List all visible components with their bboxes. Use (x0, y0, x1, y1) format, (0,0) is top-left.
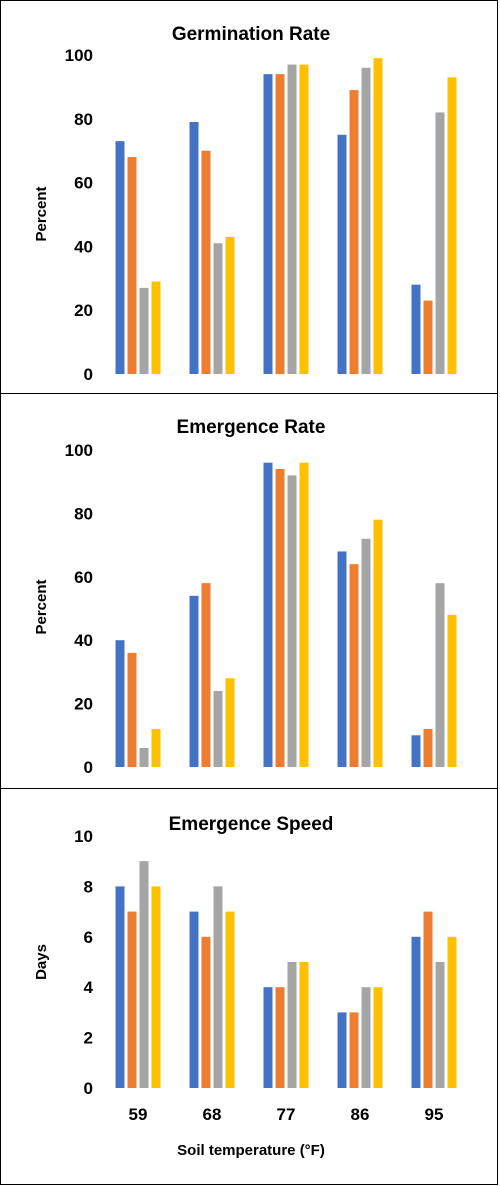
y-axis-label: Percent (33, 186, 50, 241)
bar (201, 583, 211, 767)
bar (213, 243, 223, 374)
bar (275, 74, 285, 374)
bar (411, 735, 421, 767)
bar (287, 64, 297, 374)
emergence-rate-chart: Emergence Rate 0 20 40 60 80 100 Percent (33, 417, 457, 777)
x-tick-label: 59 (129, 1105, 148, 1124)
bar (115, 886, 125, 1088)
y-tick-label: 40 (74, 237, 93, 256)
y-tick-label: 60 (74, 568, 93, 587)
y-axis-label: Percent (33, 579, 50, 634)
x-axis-label: Soil temperature (°F) (177, 1142, 325, 1159)
y-tick-label: 80 (74, 504, 93, 523)
y-tick-label: 4 (84, 978, 94, 997)
bar (115, 640, 125, 767)
x-tick-label: 77 (277, 1105, 296, 1124)
bar (361, 67, 371, 374)
x-tick-label: 95 (425, 1105, 444, 1124)
y-tick-label: 6 (84, 928, 93, 947)
bar (225, 678, 235, 767)
bar (189, 911, 199, 1088)
bar (139, 861, 149, 1088)
bar (151, 728, 161, 767)
bar (287, 962, 297, 1088)
bar (423, 728, 433, 767)
y-tick-label: 0 (84, 1079, 93, 1098)
bar (423, 300, 433, 374)
bar (373, 58, 383, 374)
bar (361, 987, 371, 1088)
bar (435, 112, 445, 375)
x-tick-label: 68 (203, 1105, 222, 1124)
bar (447, 77, 457, 374)
bar (435, 583, 445, 767)
bar (423, 911, 433, 1088)
bar (411, 284, 421, 374)
bar (139, 287, 149, 374)
bar (299, 462, 309, 767)
chart-title: Germination Rate (172, 24, 330, 45)
bar (447, 936, 457, 1088)
bar (151, 281, 161, 374)
x-tick-label: 86 (351, 1105, 370, 1124)
bar (361, 538, 371, 767)
bar (299, 962, 309, 1088)
chart-title: Emergence Speed (169, 814, 334, 835)
bar (263, 462, 273, 767)
y-tick-label: 2 (84, 1029, 93, 1048)
bar (139, 747, 149, 767)
y-tick-label: 80 (74, 110, 93, 129)
y-tick-label: 100 (65, 441, 93, 460)
bar (337, 1012, 347, 1088)
bar (263, 987, 273, 1088)
bar (373, 519, 383, 767)
bar (435, 962, 445, 1088)
chart-title: Emergence Rate (177, 417, 326, 438)
germination-rate-chart: Germination Rate 0 20 40 60 80 100 Percent (33, 24, 457, 384)
y-tick-label: 0 (84, 365, 93, 384)
bar (447, 614, 457, 767)
bar (189, 121, 199, 375)
y-tick-label: 40 (74, 631, 93, 650)
germination-rate-panel: Germination Rate 0 20 40 60 80 100 Percent (0, 0, 498, 395)
bar (115, 141, 125, 374)
bar (287, 475, 297, 767)
emergence-rate-panel: Emergence Rate 0 20 40 60 80 100 Percent (0, 393, 498, 790)
y-axis-label: Days (33, 944, 50, 980)
bar (127, 652, 137, 767)
bar (151, 886, 161, 1088)
bar (349, 1012, 359, 1088)
y-tick-label: 100 (65, 46, 93, 65)
bar (299, 64, 309, 374)
bar (201, 150, 211, 374)
bar (225, 911, 235, 1088)
y-tick-label: 20 (74, 695, 93, 714)
y-tick-label: 20 (74, 301, 93, 320)
y-tick-label: 8 (84, 877, 93, 896)
bar (201, 936, 211, 1088)
bar (189, 595, 199, 767)
bar (127, 911, 137, 1088)
y-tick-label: 10 (74, 827, 93, 846)
bar (349, 564, 359, 767)
bar (337, 551, 347, 767)
bar (411, 936, 421, 1088)
bar (127, 157, 137, 374)
bar (373, 987, 383, 1088)
bar (275, 987, 285, 1088)
bar (275, 469, 285, 767)
bar (213, 690, 223, 767)
bar (349, 90, 359, 374)
y-tick-label: 0 (84, 758, 93, 777)
bar (225, 236, 235, 374)
bar (213, 886, 223, 1088)
y-tick-label: 60 (74, 174, 93, 193)
bar (337, 134, 347, 374)
emergence-speed-panel: Emergence Speed 0 2 4 6 8 10 Days 59 68 77 86 95 Soil… (0, 788, 498, 1185)
bar (263, 74, 273, 374)
